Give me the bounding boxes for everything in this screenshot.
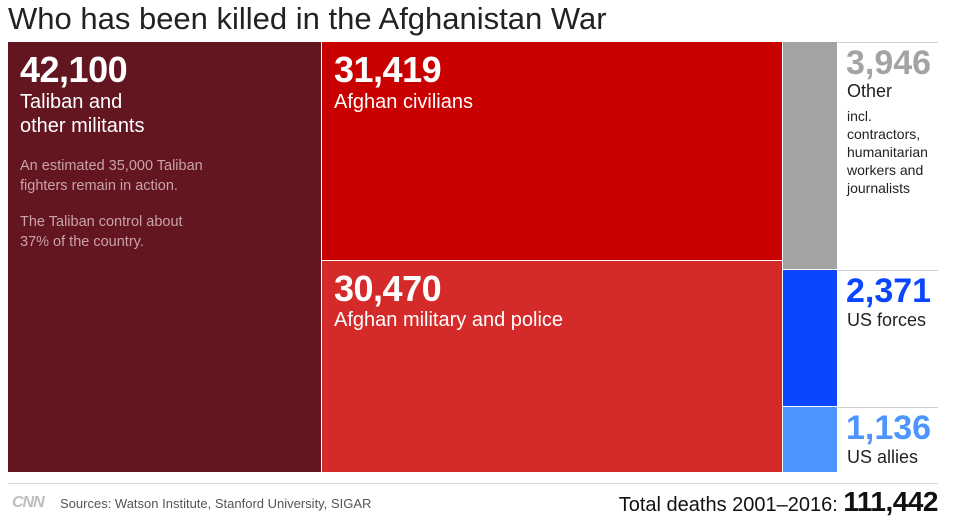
us-forces-label: US forces: [847, 310, 927, 330]
other-separator: [838, 42, 938, 43]
sources-text: Sources: Watson Institute, Stanford Univ…: [60, 496, 372, 511]
total-deaths: Total deaths 2001–2016: 111,442: [618, 484, 939, 523]
taliban-value: 42,100: [20, 49, 128, 90]
us-forces-value: 2,371: [846, 272, 932, 310]
us-allies-value: 1,136: [846, 409, 932, 447]
military-label: Afghan military and police: [334, 309, 564, 331]
other-label: Other: [847, 81, 893, 101]
footer-divider: [8, 483, 938, 484]
total-deaths-value: 111,442: [843, 486, 938, 517]
other-note: incl. contractors, humanitarian workers …: [847, 108, 928, 196]
civilians-value: 31,419: [334, 49, 442, 90]
chart-title: Who has been killed in the Afghanistan W…: [8, 1, 607, 36]
tile-afghan-military: 30,470 Afghan military and police: [322, 261, 782, 472]
taliban-note-fighters: An estimated 35,000 Taliban fighters rem…: [20, 158, 203, 194]
taliban-note-control: The Taliban control about 37% of the cou…: [20, 214, 183, 250]
us-forces-separator: [838, 270, 938, 271]
military-value: 30,470: [334, 268, 442, 309]
tile-us-allies: [783, 407, 837, 472]
total-deaths-label: Total deaths 2001–2016:: [618, 494, 838, 516]
other-value: 3,946: [846, 44, 932, 82]
tile-taliban: 42,100 Taliban and other militants An es…: [8, 42, 321, 472]
us-allies-label: US allies: [847, 447, 919, 467]
cnn-logo: CNN: [12, 494, 45, 511]
us-allies-separator: [838, 407, 938, 408]
tile-us-forces: [783, 270, 837, 406]
tile-other: [783, 42, 837, 269]
taliban-label: Taliban and other militants: [20, 91, 145, 137]
civilians-label: Afghan civilians: [334, 91, 473, 113]
tile-afghan-civilians: 31,419 Afghan civilians: [322, 42, 782, 260]
